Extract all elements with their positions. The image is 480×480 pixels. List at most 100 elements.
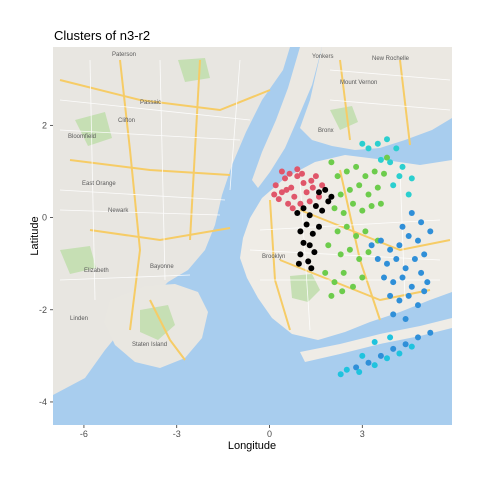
scatter-point-cluster-4 <box>359 140 366 147</box>
scatter-point-cluster-5 <box>353 364 360 371</box>
scatter-point-cluster-3 <box>362 173 369 180</box>
y-tick-label: -2 <box>39 305 47 315</box>
x-axis-label: Longitude <box>228 440 276 452</box>
scatter-point-cluster-2 <box>297 251 304 258</box>
scatter-point-cluster-5 <box>402 316 409 322</box>
scatter-point-cluster-6 <box>384 355 390 362</box>
scatter-point-cluster-1 <box>289 205 296 212</box>
data-points <box>271 136 434 378</box>
y-axis-label: Latitude <box>29 216 41 255</box>
scatter-point-cluster-5 <box>390 279 397 286</box>
scatter-point-cluster-6 <box>371 339 378 345</box>
scatter-point-cluster-5 <box>399 223 406 230</box>
scatter-point-cluster-3 <box>374 184 381 191</box>
scatter-point-cluster-3 <box>377 200 384 207</box>
scatter-point-cluster-4 <box>374 140 381 147</box>
scatter-point-cluster-1 <box>278 189 285 196</box>
scatter-point-cluster-3 <box>337 251 344 258</box>
park-area <box>75 112 112 146</box>
scatter-point-cluster-5 <box>402 341 409 348</box>
scatter-point-cluster-5 <box>405 233 412 239</box>
scatter-point-cluster-5 <box>415 334 421 341</box>
scatter-point-cluster-1 <box>312 173 319 180</box>
scatter-point-cluster-4 <box>365 145 372 152</box>
scatter-point-cluster-2 <box>306 242 313 249</box>
road-network <box>59 59 451 331</box>
scatter-point-cluster-2 <box>316 189 322 196</box>
scatter-point-cluster-1 <box>283 186 290 193</box>
scatter-point-cluster-5 <box>390 311 397 318</box>
map-label: Elizabeth <box>84 268 109 274</box>
scatter-point-cluster-3 <box>353 233 360 239</box>
scatter-point-cluster-1 <box>308 177 315 184</box>
scatter-point-cluster-5 <box>427 329 434 336</box>
scatter-point-cluster-1 <box>278 168 285 175</box>
scatter-point-cluster-6 <box>371 362 378 369</box>
scatter-point-cluster-3 <box>353 163 360 170</box>
scatter-point-cluster-3 <box>340 210 347 216</box>
scatter-point-cluster-3 <box>328 292 335 299</box>
map-label: Newark <box>108 208 129 214</box>
map-label: Mount Vernon <box>340 80 377 86</box>
scatter-point-cluster-3 <box>371 168 378 175</box>
scatter-point-cluster-5 <box>374 256 381 262</box>
scatter-point-cluster-3 <box>343 223 350 230</box>
scatter-point-cluster-1 <box>316 193 322 200</box>
map-label: Paterson <box>112 52 136 58</box>
map-label: Bronx <box>318 128 334 134</box>
scatter-point-cluster-5 <box>411 256 418 262</box>
scatter-point-cluster-3 <box>362 228 369 235</box>
scatter-point-cluster-2 <box>311 249 318 256</box>
scatter-point-cluster-6 <box>356 369 363 375</box>
scatter-point-cluster-5 <box>421 251 428 258</box>
scatter-point-cluster-6 <box>387 334 394 341</box>
scatter-point-cluster-3 <box>331 205 338 212</box>
scatter-point-cluster-6 <box>337 371 344 378</box>
scatter-point-cluster-3 <box>325 242 332 249</box>
scatter-point-cluster-3 <box>368 203 375 209</box>
scatter-point-cluster-4 <box>384 136 390 143</box>
scatter-point-cluster-1 <box>297 200 304 207</box>
chart-title: Clusters of n3-r2 <box>54 28 150 43</box>
scatter-point-cluster-5 <box>387 246 394 253</box>
scatter-point-cluster-5 <box>377 237 384 244</box>
scatter-point-cluster-5 <box>377 352 384 359</box>
scatter-point-cluster-3 <box>339 288 346 295</box>
y-tick-label: 2 <box>42 120 47 130</box>
scatter-point-cluster-1 <box>275 196 282 203</box>
scatter-point-cluster-4 <box>387 159 394 166</box>
scatter-point-cluster-1 <box>294 166 301 173</box>
scatter-point-cluster-6 <box>343 366 350 373</box>
map-label: Clifton <box>118 118 135 124</box>
scatter-point-cluster-3 <box>359 207 366 214</box>
map-label: Staten Island <box>132 342 167 348</box>
scatter-point-cluster-1 <box>303 189 310 196</box>
park-area <box>178 58 210 82</box>
scatter-point-cluster-2 <box>295 260 302 267</box>
scatter-point-cluster-2 <box>308 265 315 272</box>
map-label: Linden <box>70 316 88 322</box>
scatter-point-cluster-2 <box>309 230 316 237</box>
scatter-point-cluster-4 <box>399 163 406 170</box>
highway-network <box>59 59 451 361</box>
scatter-point-cluster-2 <box>305 258 312 265</box>
scatter-point-cluster-2 <box>316 223 322 230</box>
scatter-point-cluster-2 <box>319 207 326 214</box>
scatter-point-cluster-1 <box>288 184 295 191</box>
scatter-point-cluster-2 <box>328 193 335 200</box>
scatter-point-cluster-2 <box>300 239 307 246</box>
map-label: East Orange <box>82 181 116 187</box>
scatter-point-cluster-6 <box>408 343 415 350</box>
x-tick-label: -6 <box>80 429 88 439</box>
scatter-point-cluster-5 <box>387 292 394 299</box>
scatter-point-cluster-2 <box>297 228 304 235</box>
scatter-point-cluster-3 <box>340 269 347 276</box>
scatter-point-cluster-5 <box>396 242 403 249</box>
scatter-point-cluster-3 <box>356 182 363 189</box>
scatter-point-cluster-5 <box>365 359 372 366</box>
scatter-point-cluster-1 <box>282 175 288 182</box>
scatter-point-cluster-3 <box>346 186 353 193</box>
scatter-point-cluster-6 <box>396 350 403 357</box>
scatter-point-cluster-2 <box>325 198 332 205</box>
